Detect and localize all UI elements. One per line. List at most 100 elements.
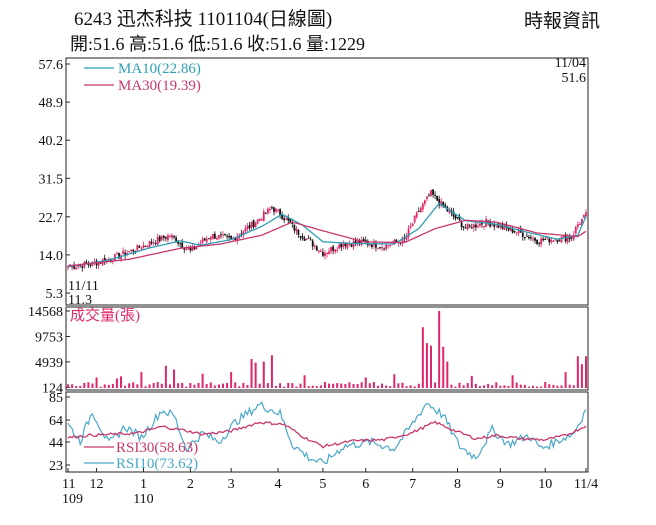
volume-bar — [376, 385, 379, 388]
volume-bar — [254, 362, 257, 388]
volume-bar — [266, 383, 269, 388]
x-month-label: 8 — [454, 477, 461, 492]
volume-bar — [344, 383, 347, 388]
volume-bar — [413, 386, 416, 388]
candle-body — [222, 234, 224, 236]
volume-bar — [67, 384, 69, 388]
candle-body — [330, 247, 332, 252]
candle-body — [287, 217, 290, 221]
candle-body — [411, 223, 414, 227]
volume-bar — [270, 355, 273, 388]
first-date-label: 11/11 — [68, 279, 99, 294]
candle-body — [544, 239, 547, 241]
candle-body — [207, 238, 210, 240]
candle-body — [530, 237, 532, 239]
candle-body — [307, 237, 310, 239]
volume-bar — [152, 382, 155, 388]
x-month-label: 3 — [228, 477, 235, 492]
candle-body — [75, 267, 78, 270]
candle-body — [83, 262, 86, 268]
volume-bar — [585, 356, 587, 388]
volume-bar — [115, 378, 118, 388]
candle-body — [254, 223, 257, 228]
candle-body — [442, 202, 445, 207]
x-month-label: 4 — [275, 477, 282, 492]
last-close-label: 51.6 — [562, 71, 587, 86]
volume-bar — [519, 384, 522, 388]
candle-body — [169, 235, 171, 237]
volume-bar — [462, 385, 465, 388]
candle-body — [540, 238, 543, 245]
candle-body — [315, 246, 318, 251]
volume-bar — [328, 383, 331, 388]
candle-body — [324, 252, 326, 257]
candle-body — [342, 244, 345, 247]
candle-body — [542, 238, 545, 241]
volume-axis-tick-label: 124 — [42, 381, 63, 396]
candle-body — [377, 248, 379, 250]
candle-body — [158, 236, 161, 241]
candle-body — [311, 240, 314, 247]
candle-body — [164, 237, 167, 239]
volume-bar — [478, 386, 481, 388]
candle-body — [146, 246, 149, 248]
candle-body — [468, 225, 471, 227]
price-axis-tick-label: 5.3 — [46, 287, 64, 302]
candle-body — [375, 243, 377, 248]
candle-body — [271, 207, 273, 209]
candle-body — [148, 241, 151, 247]
volume-bar — [417, 383, 420, 388]
volume-bar — [323, 381, 326, 388]
candle-body — [558, 240, 561, 242]
candle-body — [130, 249, 133, 251]
volume-bar — [556, 385, 559, 388]
volume-bar — [491, 385, 494, 388]
volume-bar — [499, 385, 502, 388]
candle-body — [89, 264, 92, 266]
volume-bar — [356, 384, 359, 388]
candle-body — [534, 237, 536, 241]
candle-body — [85, 261, 88, 264]
candle-body — [99, 262, 102, 264]
candle-body — [319, 251, 322, 253]
volume-bar — [315, 386, 318, 388]
volume-bar — [430, 345, 433, 388]
rsi10-legend: RSI10(73.62) — [116, 456, 198, 472]
volume-bar — [258, 383, 261, 388]
ma10-legend: MA10(22.86) — [118, 61, 201, 77]
candle-body — [299, 236, 302, 238]
volume-bar — [552, 384, 555, 388]
candle-body — [295, 228, 298, 232]
volume-bar — [87, 382, 90, 388]
candle-body — [462, 226, 465, 228]
volume-bar — [213, 385, 216, 388]
candle-body — [389, 245, 392, 247]
candle-body — [338, 244, 341, 249]
volume-bar — [83, 382, 86, 388]
candle-body — [136, 244, 139, 251]
volume-bar — [91, 383, 94, 388]
candle-body — [458, 216, 461, 221]
candle-body — [309, 239, 312, 241]
candle-body — [220, 234, 222, 236]
candle-body — [532, 238, 534, 240]
volume-bar — [156, 382, 159, 388]
candle-body — [248, 225, 251, 229]
volume-bar — [368, 383, 371, 388]
candle-body — [191, 246, 194, 251]
candle-body — [187, 248, 190, 250]
x-year-label: 109 — [62, 492, 83, 507]
candle-body — [444, 205, 447, 208]
candle-body — [346, 243, 349, 248]
volume-bar — [446, 361, 449, 388]
candle-body — [438, 199, 441, 206]
volume-bar — [283, 386, 286, 388]
candle-body — [291, 222, 294, 224]
volume-bar — [405, 386, 408, 388]
volume-bar — [173, 369, 176, 388]
volume-bar — [103, 384, 106, 388]
volume-bar — [434, 382, 437, 388]
volume-bar — [295, 386, 298, 388]
candle-body — [109, 259, 112, 261]
